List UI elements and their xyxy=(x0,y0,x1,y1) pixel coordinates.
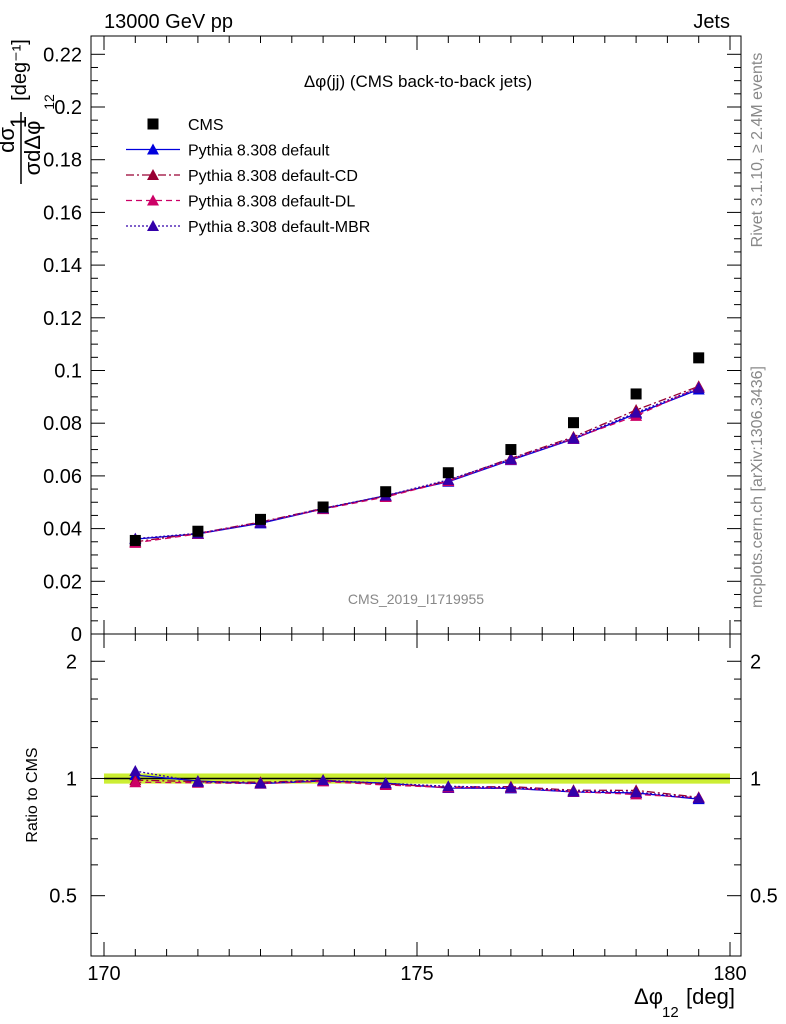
ratio-pythia-8-308-default-mbr-point xyxy=(630,786,643,798)
xlabel-subscript: 12 xyxy=(662,1004,679,1021)
pythia-8-308-default-mbr-line xyxy=(135,387,699,540)
ratio-pythia-8-308-default-cd-line xyxy=(135,779,699,798)
main-ytick-label: 0.22 xyxy=(43,44,82,66)
cms-point xyxy=(192,525,204,537)
ratio-ytick-label-right: 1 xyxy=(750,768,761,790)
legend-label-pythia-8-308-default-mbr: Pythia 8.308 default-MBR xyxy=(188,219,370,236)
cms-point xyxy=(317,501,329,513)
ratio-pythia-8-308-default-mbr-point xyxy=(504,781,517,793)
pythia-8-308-default-mbr-point xyxy=(504,453,517,465)
main-ytick-label: 0.04 xyxy=(43,519,82,541)
ratio-ytick-label: 0.5 xyxy=(49,886,77,908)
xlabel-unit: [deg] xyxy=(686,984,735,1009)
cms-point xyxy=(129,534,141,546)
legend-marker-cms xyxy=(147,118,159,130)
ratio-x-axis: 170 175 180 xyxy=(87,634,747,985)
legend-label-pythia-8-308-default: Pythia 8.308 default xyxy=(188,143,330,160)
ylabel-subscript: 12 xyxy=(41,94,57,110)
main-ytick-label: 0.2 xyxy=(54,97,82,119)
ratio-ytick-label-right: 2 xyxy=(750,651,761,673)
ylabel-prefix: 1 xyxy=(6,116,31,128)
main-y-axis: 0 0.02 0.04 0.06 0.08 0.1 0.12 0.14 0.16 0.18 0.2 0… xyxy=(43,44,741,646)
legend-label-pythia-8-308-default-cd: Pythia 8.308 default-CD xyxy=(188,168,358,185)
ratio-pythia-8-308-default-mbr-point xyxy=(692,792,705,804)
xtick-label: 180 xyxy=(713,963,746,985)
ratio-pythia-8-308-default-dl-point xyxy=(129,776,142,788)
main-ytick-label: 0 xyxy=(71,624,82,646)
ylabel-denominator: σdΔφ xyxy=(20,121,45,176)
cms-point xyxy=(630,388,642,400)
ylabel-numerator: dσ xyxy=(0,127,19,153)
pythia-8-308-default-mbr-point xyxy=(630,406,643,418)
main-ytick-label: 0.16 xyxy=(43,202,82,224)
ratio-ytick-label-right: 0.5 xyxy=(750,886,778,908)
header-left: 13000 GeV pp xyxy=(104,11,233,33)
main-ytick-label: 0.02 xyxy=(43,571,82,593)
main-ytick-label: 0.14 xyxy=(43,255,82,277)
legend-marker-pythia-8-308-default xyxy=(147,143,159,155)
ratio-pythia-8-308-default-mbr-point xyxy=(129,765,142,777)
xlabel-main: Δφ xyxy=(634,984,663,1009)
pythia-8-308-default-line xyxy=(135,388,699,540)
cms-point xyxy=(505,444,517,456)
legend: CMS Pythia 8.308 default Pythia 8.308 defa… xyxy=(126,117,370,236)
pythia-8-308-default-cd-line xyxy=(135,385,699,543)
cms-point xyxy=(693,352,705,364)
ratio-pythia-8-308-default-mbr-point xyxy=(317,774,330,786)
ratio-pythia-8-308-default-mbr-point xyxy=(191,775,204,787)
side-label-mcplots: mcplots.cern.ch [arXiv:1306.3436] xyxy=(749,366,766,608)
ratio-y-axis-label: Ratio to CMS xyxy=(24,747,41,842)
cms-point xyxy=(380,486,392,498)
ratio-pythia-8-308-default-mbr-point xyxy=(254,777,267,789)
main-panel: 0 0.02 0.04 0.06 0.08 0.1 0.12 0.14 0.16 0.18 0.2 0… xyxy=(43,35,742,646)
main-y-axis-label: 1 dσ σdΔφ 12 [deg⁻¹] xyxy=(0,39,57,184)
main-ytick-label: 0.18 xyxy=(43,150,82,172)
legend-label-pythia-8-308-default-dl: Pythia 8.308 default-DL xyxy=(188,194,355,211)
pythia-8-308-default-mbr-point xyxy=(442,473,455,485)
pythia-8-308-default-mbr-point xyxy=(692,381,705,393)
ratio-panel: 0.5 0.5 1 1 2 2 170 175 180 xyxy=(49,633,778,985)
main-ytick-label: 0.08 xyxy=(43,413,82,435)
main-x-ticks xyxy=(103,36,731,634)
ratio-ytick-label: 1 xyxy=(66,768,77,790)
main-plot-title: Δφ(jj) (CMS back-to-back jets) xyxy=(304,72,532,91)
cms-point xyxy=(255,513,266,525)
legend-marker-pythia-8-308-default-mbr xyxy=(147,220,159,231)
pythia-8-308-default-dl-line xyxy=(135,386,699,544)
xtick-label: 170 xyxy=(87,963,120,985)
side-label-rivet: Rivet 3.1.10, ≥ 2.4M events xyxy=(749,53,766,248)
xtick-label: 175 xyxy=(400,963,433,985)
ylabel-unit: [deg⁻¹] xyxy=(9,39,31,101)
x-axis-label: Δφ 12 [deg] xyxy=(634,984,735,1021)
legend-marker-pythia-8-308-default-dl xyxy=(147,194,159,206)
ratio-plot-frame xyxy=(90,633,742,957)
ratio-pythia-8-308-default-mbr-point xyxy=(379,777,392,789)
pythia-8-308-default-mbr-point xyxy=(567,431,580,443)
ratio-pythia-8-308-default-mbr-point xyxy=(442,780,455,792)
main-ytick-label: 0.1 xyxy=(54,361,82,383)
ratio-pythia-8-308-default-mbr-point xyxy=(567,785,580,797)
header-right: Jets xyxy=(693,11,730,33)
cms-point xyxy=(568,417,579,429)
ratio-series xyxy=(129,765,705,805)
main-series xyxy=(129,352,705,548)
main-ytick-label: 0.12 xyxy=(43,308,82,330)
ratio-y-axis: 0.5 0.5 1 1 2 2 xyxy=(49,651,778,934)
legend-marker-pythia-8-308-default-cd xyxy=(147,169,159,180)
watermark: CMS_2019_I1719955 xyxy=(348,591,484,607)
ratio-pythia-8-308-default-line xyxy=(135,774,699,800)
cms-point xyxy=(442,467,454,479)
main-ytick-label: 0.06 xyxy=(43,466,82,488)
legend-label-cms: CMS xyxy=(188,117,224,134)
ratio-pythia-8-308-default-dl-line xyxy=(135,780,699,799)
ratio-ytick-label: 2 xyxy=(66,651,77,673)
